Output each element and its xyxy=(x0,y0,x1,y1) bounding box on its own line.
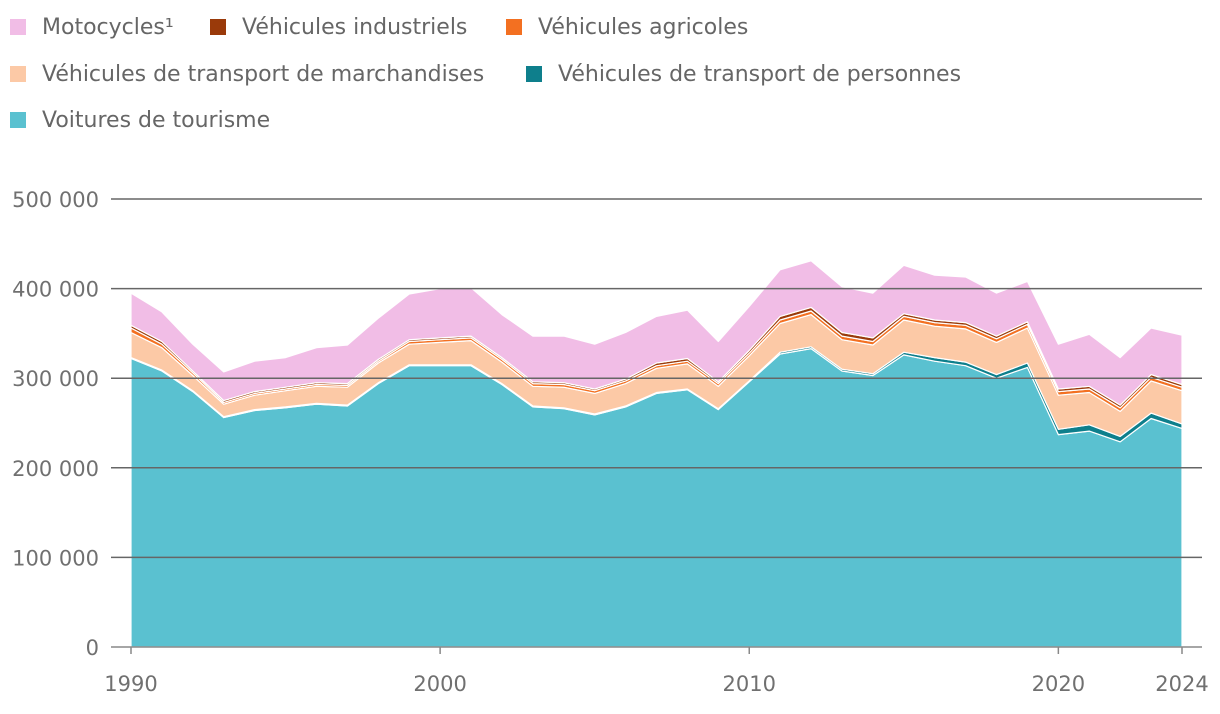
legend-swatch-transport-personnes[interactable] xyxy=(526,66,542,82)
y-tick-label-400000: 400 000 xyxy=(12,278,99,302)
x-axis: 1990 2000 2010 2020 2024 xyxy=(104,646,1209,696)
y-tick-label-0: 0 xyxy=(86,636,99,660)
legend-swatch-vehicules-industriels[interactable] xyxy=(210,19,226,35)
y-tick-label-500000: 500 000 xyxy=(12,188,99,212)
y-tick-label-300000: 300 000 xyxy=(12,367,99,391)
x-tick-label-2020: 2020 xyxy=(1032,672,1085,696)
legend-label-voitures-tourisme[interactable]: Voitures de tourisme xyxy=(42,108,270,133)
gridlines xyxy=(111,198,1202,559)
legend-label-transport-marchandises[interactable]: Véhicules de transport de marchandises xyxy=(42,62,484,87)
legend-label-transport-personnes[interactable]: Véhicules de transport de personnes xyxy=(558,62,961,87)
legend-label-vehicules-agricoles[interactable]: Véhicules agricoles xyxy=(538,15,748,40)
legend-swatch-vehicules-agricoles[interactable] xyxy=(506,19,522,35)
legend-swatch-motocycles[interactable] xyxy=(10,19,26,35)
x-tick-label-2000: 2000 xyxy=(413,672,466,696)
y-tick-label-200000: 200 000 xyxy=(12,457,99,481)
legend-swatch-transport-marchandises[interactable] xyxy=(10,66,26,82)
x-tick-label-1990: 1990 xyxy=(104,672,157,696)
legend-label-motocycles[interactable]: Motocycles¹ xyxy=(42,15,174,40)
x-tick-label-2024: 2024 xyxy=(1155,672,1208,696)
legend-swatch-voitures-tourisme[interactable] xyxy=(10,112,26,128)
area-motocycles[interactable] xyxy=(130,260,1183,406)
legend: Motocycles¹ Véhicules industriels Véhicu… xyxy=(10,15,961,133)
y-axis-ticks: 0 100 000 200 000 300 000 400 000 500 000 xyxy=(12,188,99,660)
area-series-group xyxy=(130,260,1183,648)
legend-label-vehicules-industriels[interactable]: Véhicules industriels xyxy=(242,15,467,40)
y-tick-label-100000: 100 000 xyxy=(12,546,99,570)
x-tick-label-2010: 2010 xyxy=(723,672,776,696)
